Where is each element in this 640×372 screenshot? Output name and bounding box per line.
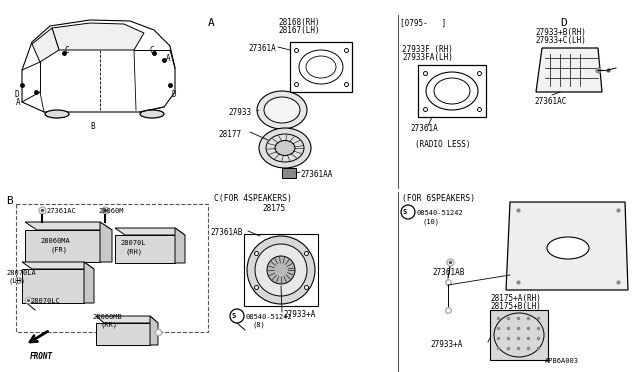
Text: 28060MA: 28060MA (40, 238, 70, 244)
Text: (RADIO LESS): (RADIO LESS) (415, 140, 470, 149)
Bar (16, 204, 208, 332)
Polygon shape (150, 316, 158, 345)
Bar (115, 235, 175, 263)
Text: 27361AA: 27361AA (300, 170, 332, 179)
Polygon shape (52, 23, 144, 50)
Text: (10): (10) (423, 218, 440, 224)
Ellipse shape (45, 110, 69, 118)
Bar (244, 234, 318, 306)
Text: A: A (166, 54, 171, 63)
Text: D: D (14, 90, 19, 99)
Text: 28175+B(LH): 28175+B(LH) (490, 302, 541, 311)
Ellipse shape (259, 128, 311, 168)
Text: [0795-   ]: [0795- ] (400, 18, 446, 27)
Bar (22, 269, 84, 303)
Text: 08540-51242: 08540-51242 (417, 210, 464, 216)
Circle shape (267, 256, 295, 284)
Text: 27361AC: 27361AC (46, 208, 76, 214)
Text: 27361A: 27361A (410, 124, 438, 133)
Text: C: C (149, 46, 154, 55)
Text: A: A (16, 98, 20, 107)
Ellipse shape (275, 141, 295, 155)
Text: C: C (64, 46, 68, 55)
Text: 28167(LH): 28167(LH) (278, 26, 319, 35)
Text: 27361A: 27361A (248, 44, 276, 53)
Text: 27933: 27933 (228, 108, 251, 117)
Text: 28060MB: 28060MB (92, 314, 122, 320)
Text: S: S (403, 209, 406, 215)
Text: (FOR 6SPEAKERS): (FOR 6SPEAKERS) (402, 194, 475, 203)
Text: (LH): (LH) (8, 278, 25, 285)
Polygon shape (115, 228, 185, 235)
Text: 28175: 28175 (262, 204, 285, 213)
Polygon shape (22, 262, 94, 269)
Bar (418, 65, 486, 117)
Text: 28168(RH): 28168(RH) (278, 18, 319, 27)
Text: 27933+C(LH): 27933+C(LH) (535, 36, 586, 45)
Bar (490, 310, 548, 360)
Bar (290, 42, 352, 92)
Text: 27933+A: 27933+A (430, 340, 462, 349)
Text: 28070LA: 28070LA (6, 270, 36, 276)
Text: D: D (560, 18, 567, 28)
Text: C(FOR 4SPEAKERS): C(FOR 4SPEAKERS) (214, 194, 292, 203)
Polygon shape (506, 202, 628, 290)
Text: B: B (90, 122, 95, 131)
Text: 27933F (RH): 27933F (RH) (402, 45, 453, 54)
Text: 27361AB: 27361AB (432, 268, 465, 277)
Ellipse shape (264, 97, 300, 123)
Text: APB6A003: APB6A003 (545, 358, 579, 364)
Text: 28177: 28177 (218, 130, 241, 139)
Text: 27933FA(LH): 27933FA(LH) (402, 53, 453, 62)
Polygon shape (25, 222, 112, 230)
Text: 08540-51242: 08540-51242 (246, 314, 292, 320)
Ellipse shape (547, 237, 589, 259)
Bar (282, 168, 296, 178)
Polygon shape (32, 28, 59, 62)
Polygon shape (536, 48, 602, 92)
Text: 27933+B(RH): 27933+B(RH) (535, 28, 586, 37)
Text: B: B (6, 196, 13, 206)
Circle shape (255, 244, 307, 296)
Text: (8): (8) (252, 322, 265, 328)
Text: (RR): (RR) (100, 322, 117, 328)
Text: 28070L: 28070L (120, 240, 145, 246)
Text: 28175+A(RH): 28175+A(RH) (490, 294, 541, 303)
Text: A: A (208, 18, 215, 28)
Bar (25, 230, 100, 262)
Bar (96, 323, 150, 345)
Text: S: S (232, 313, 236, 319)
Text: 27933+A: 27933+A (283, 310, 316, 319)
Polygon shape (96, 316, 158, 323)
Text: D: D (172, 90, 177, 99)
Polygon shape (175, 228, 185, 263)
Text: (RH): (RH) (125, 248, 142, 254)
Text: 27361AC: 27361AC (534, 97, 566, 106)
Polygon shape (84, 262, 94, 303)
Text: 28060M: 28060M (98, 208, 124, 214)
Polygon shape (100, 222, 112, 262)
Text: 28070LC: 28070LC (30, 298, 60, 304)
Text: (FR): (FR) (50, 246, 67, 253)
Text: FRONT: FRONT (30, 352, 53, 361)
Ellipse shape (140, 110, 164, 118)
Text: 27361AB: 27361AB (210, 228, 243, 237)
Ellipse shape (257, 91, 307, 129)
Circle shape (247, 236, 315, 304)
